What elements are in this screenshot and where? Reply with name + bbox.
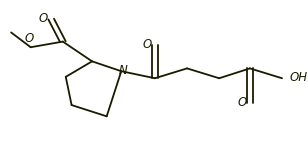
Text: OH: OH (289, 71, 307, 84)
Text: O: O (237, 96, 246, 109)
Text: O: O (25, 32, 34, 45)
Text: N: N (119, 64, 128, 77)
Text: O: O (38, 12, 48, 25)
Text: O: O (142, 38, 151, 51)
